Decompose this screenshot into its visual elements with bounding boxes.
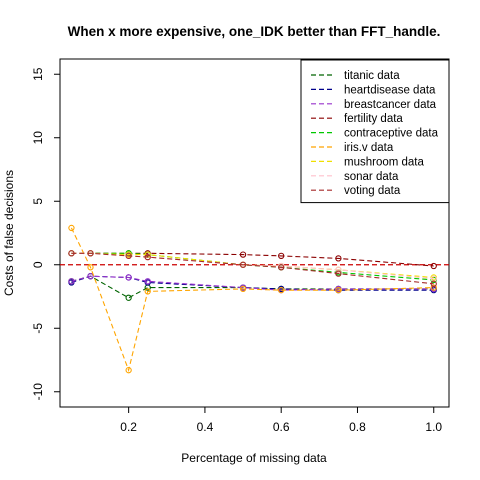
data-point (125, 367, 132, 374)
legend: titanic data heartdisease data breastcance… (300, 59, 450, 204)
x-tick-label: 0.8 (349, 420, 366, 434)
plot-area: 0.2 0.4 0.6 0.8 1.0 -10 -5 0 5 10 15 (31, 58, 450, 434)
y-tick-label: 5 (31, 198, 45, 205)
legend-label: titanic data (344, 70, 400, 82)
legend-label: iris.v data (344, 142, 394, 154)
series-line (71, 275, 434, 291)
legend-label: contraceptive data (344, 128, 439, 140)
data-point (68, 224, 75, 232)
legend-label: breastcancer data (344, 99, 437, 111)
legend-label: mushroom data (344, 156, 425, 168)
data-point (87, 250, 94, 257)
data-point (125, 274, 132, 281)
data-point (68, 278, 75, 285)
series-line (71, 252, 434, 285)
legend-label: voting data (344, 185, 401, 197)
y-tick-label: -5 (31, 323, 45, 334)
data-point (125, 252, 132, 260)
data-point (68, 250, 75, 257)
data-point (144, 278, 151, 285)
data-point (335, 287, 342, 294)
data-point (239, 261, 247, 268)
data-point (144, 288, 151, 295)
data-point (335, 266, 342, 273)
legend-label: fertility data (344, 113, 403, 125)
data-point (430, 284, 437, 291)
data-point (278, 264, 285, 271)
y-tick-label: 10 (31, 131, 45, 145)
x-tick-label: 0.4 (197, 420, 214, 434)
y-tick-label: 0 (31, 261, 45, 268)
data-point (144, 253, 151, 261)
data-point (430, 280, 437, 287)
data-point (278, 287, 285, 294)
series-line (70, 227, 434, 373)
legend-label: sonar data (344, 171, 399, 183)
data-point (335, 270, 342, 277)
y-axis-label: Costs of false decisions (2, 170, 16, 296)
y-tick-label: 15 (31, 67, 45, 81)
data-point (87, 264, 94, 271)
x-tick-label: 0.2 (120, 420, 137, 434)
series (68, 250, 437, 287)
series (68, 224, 437, 374)
data-point (278, 252, 285, 260)
chart-title: When x more expensive, one_IDK better th… (68, 24, 441, 39)
x-tick-label: 1.0 (425, 420, 442, 434)
x-tick-label: 0.6 (273, 420, 290, 434)
data-point (87, 273, 94, 280)
x-axis-label: Percentage of missing data (181, 451, 327, 465)
plot-border (59, 58, 450, 408)
legend-label: heartdisease data (344, 84, 436, 96)
data-point (239, 285, 247, 293)
y-tick-label: -10 (31, 383, 45, 401)
data-point (335, 255, 342, 262)
data-point (430, 262, 437, 270)
data-point (239, 251, 247, 258)
legend-box (300, 59, 450, 204)
data-point (125, 294, 132, 301)
